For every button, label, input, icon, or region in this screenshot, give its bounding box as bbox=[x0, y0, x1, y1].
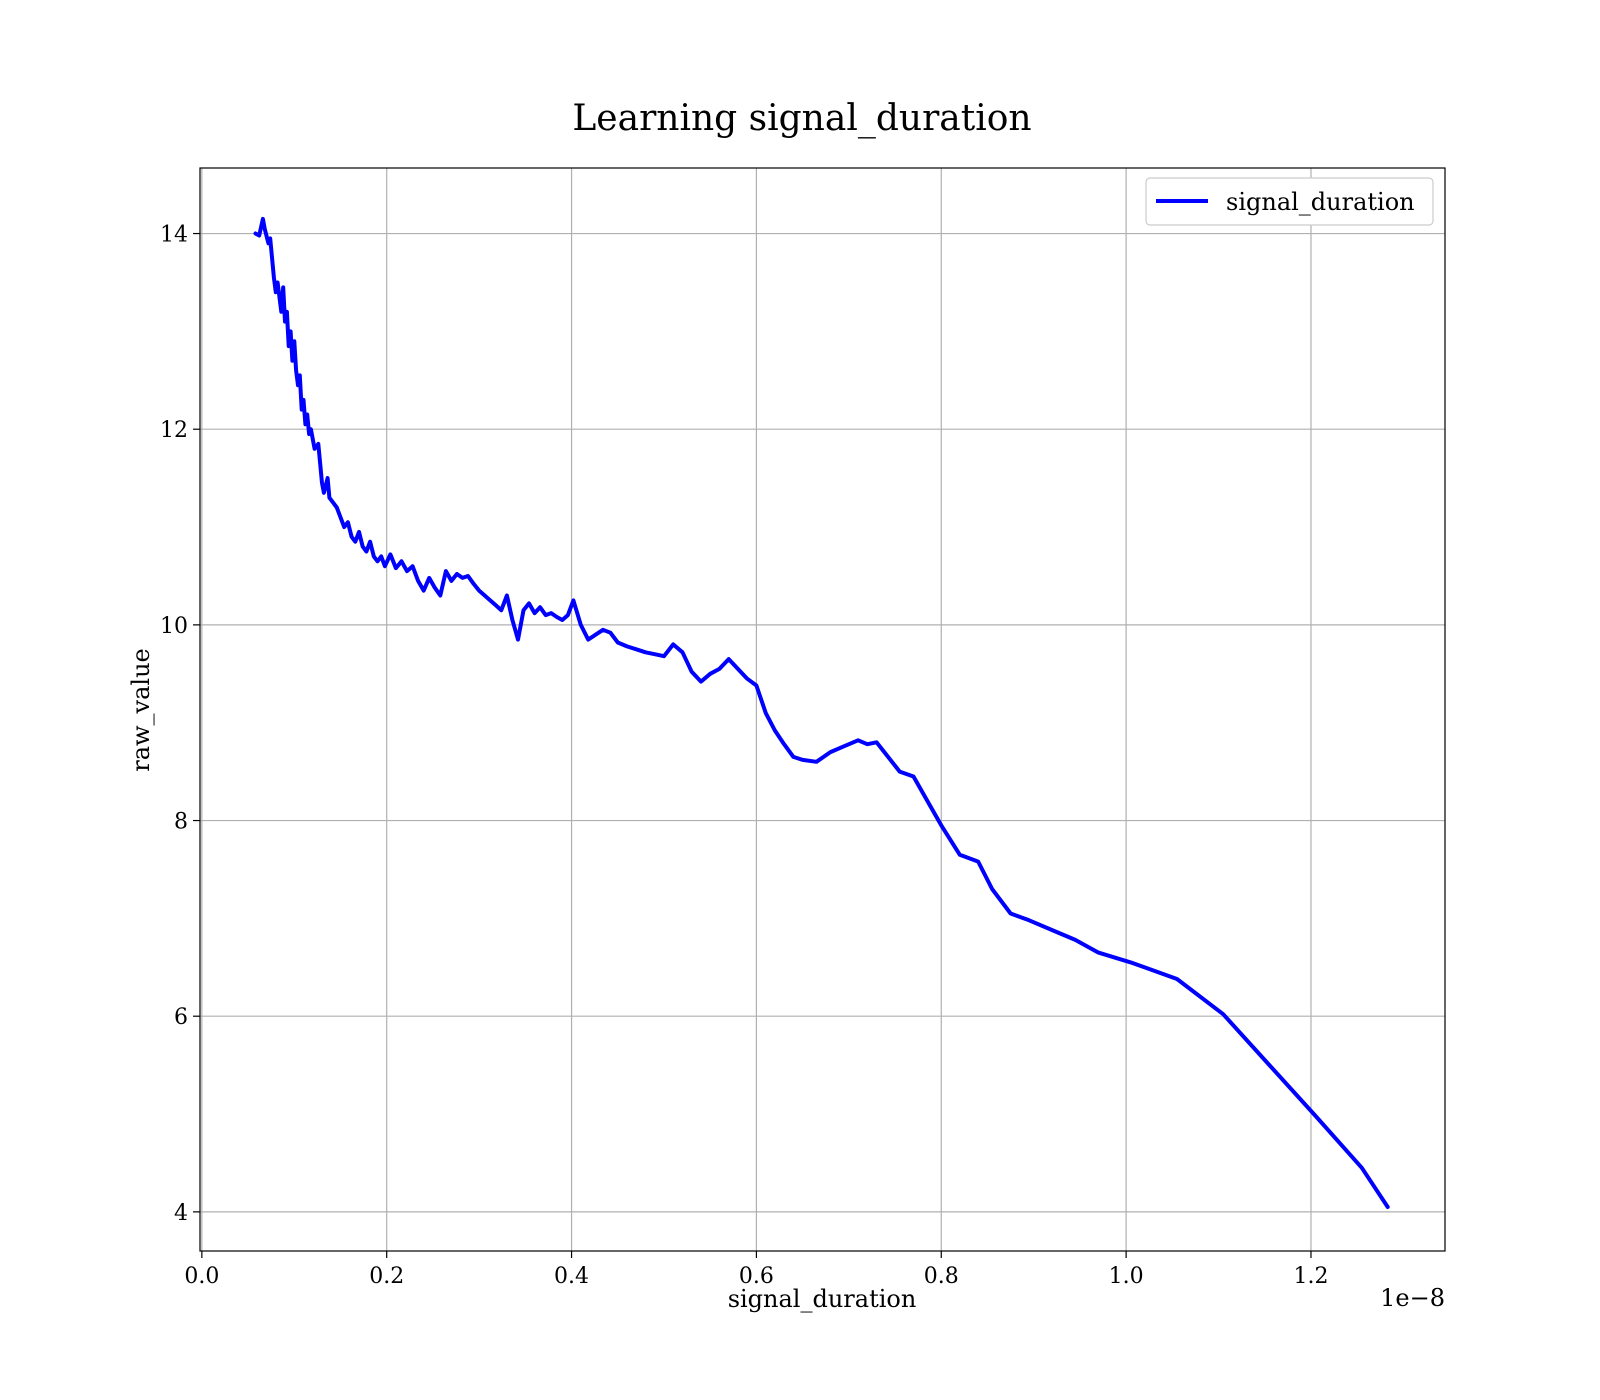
legend-box bbox=[1145, 177, 1434, 226]
x-tick-label: 0.4 bbox=[554, 1264, 589, 1289]
y-axis-ticks: 4 6 8 10 12 14 bbox=[160, 223, 200, 1226]
x-tick-label: 1.2 bbox=[1293, 1264, 1328, 1289]
y-tick-label: 6 bbox=[174, 1005, 188, 1030]
x-tick-label: 0.8 bbox=[924, 1264, 959, 1289]
x-tick-label: 0.2 bbox=[369, 1264, 404, 1289]
x-tick-label: 0.0 bbox=[184, 1264, 219, 1289]
plot-area-frame bbox=[199, 167, 1446, 1252]
y-tick-label: 12 bbox=[160, 418, 188, 443]
y-axis-label: raw_value bbox=[127, 648, 155, 772]
y-tick-label: 14 bbox=[160, 223, 188, 248]
chart-title: Learning signal_duration bbox=[572, 98, 1031, 139]
x-gridlines bbox=[201, 168, 1312, 1251]
legend: signal_duration bbox=[1145, 177, 1434, 226]
signal-duration-series-line bbox=[253, 216, 1390, 1209]
x-axis-label: signal_duration bbox=[728, 1285, 917, 1313]
y-gridlines bbox=[200, 232, 1445, 1213]
y-tick-label: 10 bbox=[160, 614, 188, 639]
x-axis-offset-label: 1e−8 bbox=[1380, 1284, 1445, 1312]
x-axis-ticks: 0.0 0.2 0.4 0.6 0.8 1.0 1.2 bbox=[184, 1251, 1328, 1289]
x-tick-label: 0.6 bbox=[739, 1264, 774, 1289]
legend-label: signal_duration bbox=[1226, 188, 1415, 216]
y-tick-label: 8 bbox=[174, 810, 188, 835]
x-tick-label: 1.0 bbox=[1109, 1264, 1144, 1289]
y-tick-label: 4 bbox=[174, 1201, 188, 1226]
